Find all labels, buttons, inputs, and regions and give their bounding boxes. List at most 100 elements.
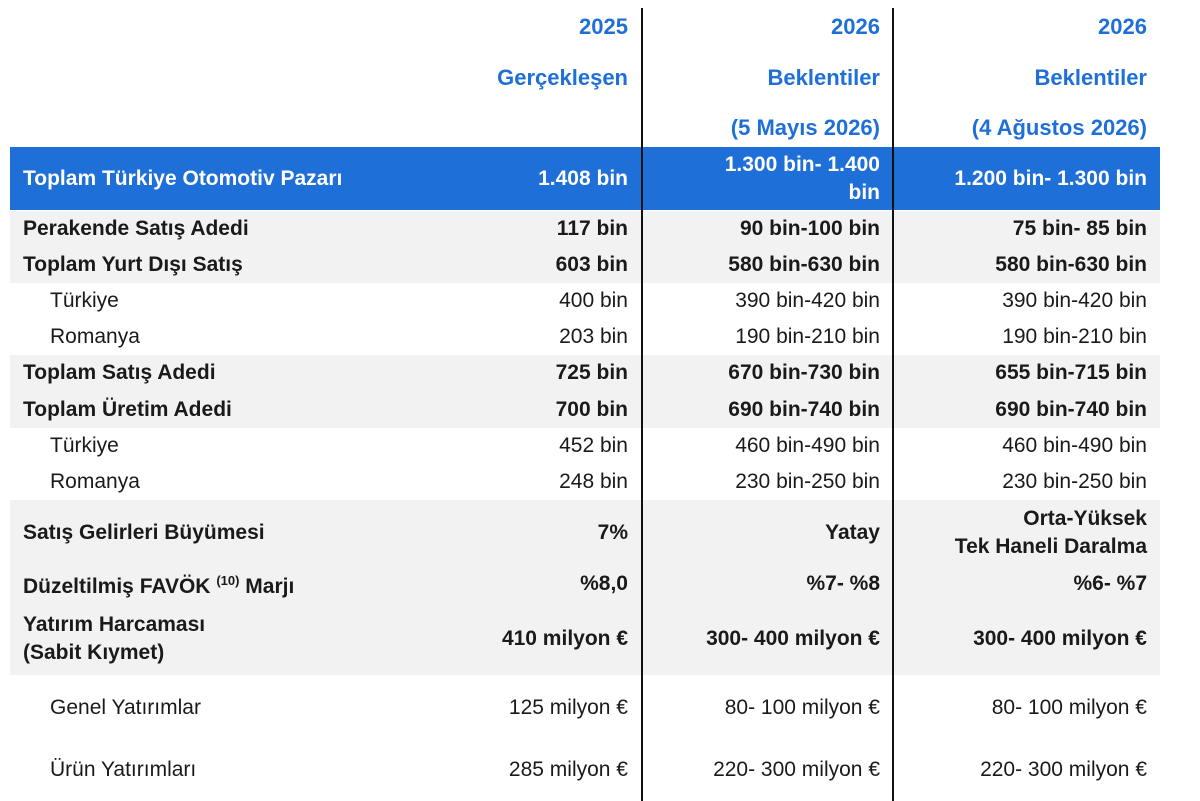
- label-line: Romanya: [50, 325, 140, 348]
- value-line: 410 milyon €: [501, 626, 628, 650]
- value-line: 300- 400 milyon €: [706, 626, 880, 650]
- value-line: 655 bin-715 bin: [995, 361, 1147, 384]
- value-cell: 725 bin: [420, 355, 628, 391]
- value-cell: 603 bin: [420, 247, 628, 283]
- value-cell: 90 bin-100 bin: [660, 211, 880, 247]
- value-cell: 1.200 bin- 1.300 bin: [905, 147, 1147, 210]
- value-line: 220- 300 milyon €: [980, 758, 1147, 781]
- value-line: 7%: [597, 520, 628, 544]
- value-line: 690 bin-740 bin: [995, 397, 1147, 421]
- column-divider: [641, 8, 643, 801]
- value-line: 1.200 bin- 1.300 bin: [954, 166, 1147, 190]
- label-line: Yatırım Harcaması: [23, 612, 206, 636]
- value-cell: 655 bin-715 bin: [905, 355, 1147, 391]
- value-cell: 190 bin-210 bin: [905, 319, 1147, 355]
- header-text: 2025: [579, 14, 628, 39]
- row-background: [10, 675, 1160, 740]
- label-line: Ürün Yatırımları: [50, 758, 197, 781]
- row-label: Türkiye: [50, 428, 470, 464]
- value-cell: 300- 400 milyon €: [660, 602, 880, 675]
- row-label: Perakende Satış Adedi: [23, 211, 443, 247]
- value-cell: 700 bin: [420, 391, 628, 428]
- header-text: Gerçekleşen: [497, 64, 628, 90]
- row-background: [10, 428, 1160, 464]
- label-line: Toplam Yurt Dışı Satış: [23, 253, 243, 276]
- value-line: 190 bin-210 bin: [1002, 325, 1147, 348]
- value-cell: 75 bin- 85 bin: [905, 211, 1147, 247]
- value-line: Tek Haneli Daralma: [954, 534, 1147, 558]
- row-background: [10, 602, 1160, 675]
- row-background: [10, 211, 1160, 247]
- row-label: Toplam Üretim Adedi: [23, 391, 443, 428]
- value-line: Yatay: [825, 520, 880, 544]
- value-cell: %7- %8: [660, 565, 880, 602]
- value-cell: Orta-Yüksek Tek Haneli Daralma: [905, 500, 1147, 565]
- value-cell: 390 bin-420 bin: [660, 283, 880, 319]
- value-line: 75 bin- 85 bin: [1012, 217, 1147, 240]
- value-cell: 670 bin-730 bin: [660, 355, 880, 391]
- value-line: 220- 300 milyon €: [713, 758, 880, 781]
- header-text: Beklentiler: [1034, 64, 1148, 90]
- value-line: 80- 100 milyon €: [991, 695, 1147, 719]
- header-text: Beklentiler: [767, 64, 881, 90]
- value-line: 460 bin-490 bin: [735, 434, 880, 457]
- value-cell: 220- 300 milyon €: [905, 740, 1147, 800]
- value-line: 390 bin-420 bin: [735, 289, 880, 312]
- row-label: Toplam Türkiye Otomotiv Pazarı: [23, 147, 443, 210]
- value-cell: 690 bin-740 bin: [660, 391, 880, 428]
- value-line: 603 bin: [555, 253, 628, 276]
- value-line: 460 bin-490 bin: [1002, 434, 1147, 457]
- value-line: 80- 100 milyon €: [724, 695, 880, 719]
- row-label: Romanya: [50, 464, 470, 500]
- header-text: 2026: [1098, 14, 1147, 39]
- value-line: bin: [848, 180, 881, 204]
- row-background: [10, 565, 1160, 602]
- value-cell: 220- 300 milyon €: [660, 740, 880, 800]
- value-line: 670 bin-730 bin: [728, 361, 880, 384]
- value-line: 190 bin-210 bin: [735, 325, 880, 348]
- value-line: %6- %7: [1073, 571, 1147, 595]
- value-line: 285 milyon €: [508, 758, 628, 781]
- value-line: 390 bin-420 bin: [1002, 289, 1147, 312]
- value-cell: 285 milyon €: [420, 740, 628, 800]
- value-cell: 400 bin: [420, 283, 628, 319]
- value-line: 90 bin-100 bin: [739, 217, 880, 240]
- value-line: 580 bin-630 bin: [995, 253, 1147, 276]
- label-line: Genel Yatırımlar: [50, 695, 201, 719]
- row-background: [10, 740, 1160, 800]
- value-cell: 452 bin: [420, 428, 628, 464]
- header-text: 2026: [831, 14, 880, 39]
- label-text: Marjı: [245, 574, 295, 598]
- label-superscript: (10): [216, 572, 240, 588]
- value-cell: 690 bin-740 bin: [905, 391, 1147, 428]
- label-line: Türkiye: [50, 289, 119, 312]
- value-line: 117 bin: [556, 217, 628, 240]
- value-cell: 125 milyon €: [420, 675, 628, 740]
- value-cell: 390 bin-420 bin: [905, 283, 1147, 319]
- row-background: [10, 247, 1160, 283]
- value-line: 700 bin: [555, 397, 628, 421]
- label-line: Perakende Satış Adedi: [23, 217, 249, 240]
- value-cell: 580 bin-630 bin: [905, 247, 1147, 283]
- value-cell: 230 bin-250 bin: [905, 464, 1147, 500]
- row-label: Türkiye: [50, 283, 470, 319]
- row-background: [10, 147, 1160, 210]
- value-line: 1.408 bin: [538, 166, 628, 190]
- value-line: 248 bin: [559, 470, 628, 493]
- row-background: [10, 391, 1160, 428]
- value-cell: %6- %7: [905, 565, 1147, 602]
- label-line: (Sabit Kıymet): [23, 640, 165, 664]
- value-line: %7- %8: [806, 571, 880, 595]
- value-cell: 203 bin: [420, 319, 628, 355]
- row-label: Yatırım Harcaması (Sabit Kıymet): [23, 602, 443, 675]
- value-line: 400 bin: [559, 289, 628, 312]
- value-line: 1.300 bin- 1.400: [724, 152, 880, 176]
- value-cell: 460 bin-490 bin: [660, 428, 880, 464]
- row-label: Satış Gelirleri Büyümesi: [23, 500, 443, 565]
- value-cell: 230 bin-250 bin: [660, 464, 880, 500]
- value-line: %8,0: [580, 571, 628, 595]
- value-line: 300- 400 milyon €: [973, 626, 1147, 650]
- row-background: [10, 500, 1160, 565]
- label-line: Türkiye: [50, 434, 119, 457]
